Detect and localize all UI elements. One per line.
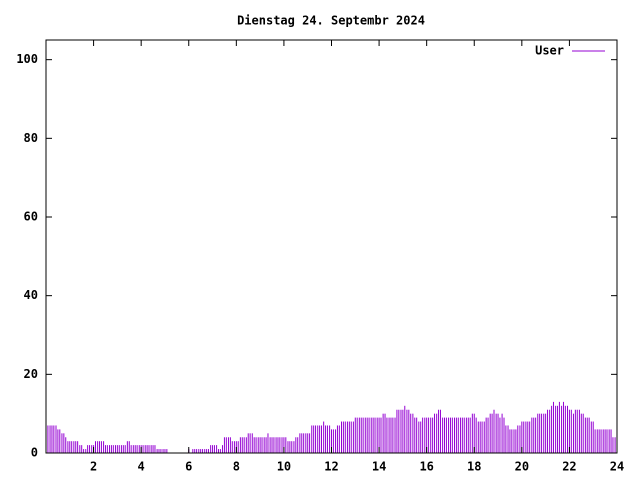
y-tick-label: 20 bbox=[24, 367, 38, 381]
x-tick-label: 14 bbox=[372, 460, 386, 474]
y-tick-label: 0 bbox=[31, 446, 38, 460]
chart-title: Dienstag 24. Septembr 2024 bbox=[237, 14, 425, 28]
y-tick-label: 60 bbox=[24, 210, 38, 224]
x-tick-label: 16 bbox=[419, 460, 433, 474]
x-tick-label: 10 bbox=[277, 460, 291, 474]
x-tick-label: 18 bbox=[467, 460, 481, 474]
y-tick-label: 100 bbox=[16, 52, 38, 66]
x-tick-label: 4 bbox=[138, 460, 145, 474]
x-tick-label: 12 bbox=[324, 460, 338, 474]
x-tick-label: 2 bbox=[90, 460, 97, 474]
x-tick-label: 24 bbox=[610, 460, 624, 474]
x-tick-label: 8 bbox=[233, 460, 240, 474]
y-tick-label: 80 bbox=[24, 131, 38, 145]
x-tick-label: 22 bbox=[562, 460, 576, 474]
legend-label: User bbox=[535, 44, 564, 58]
x-tick-label: 20 bbox=[515, 460, 529, 474]
y-tick-label: 40 bbox=[24, 288, 38, 302]
x-tick-label: 6 bbox=[185, 460, 192, 474]
